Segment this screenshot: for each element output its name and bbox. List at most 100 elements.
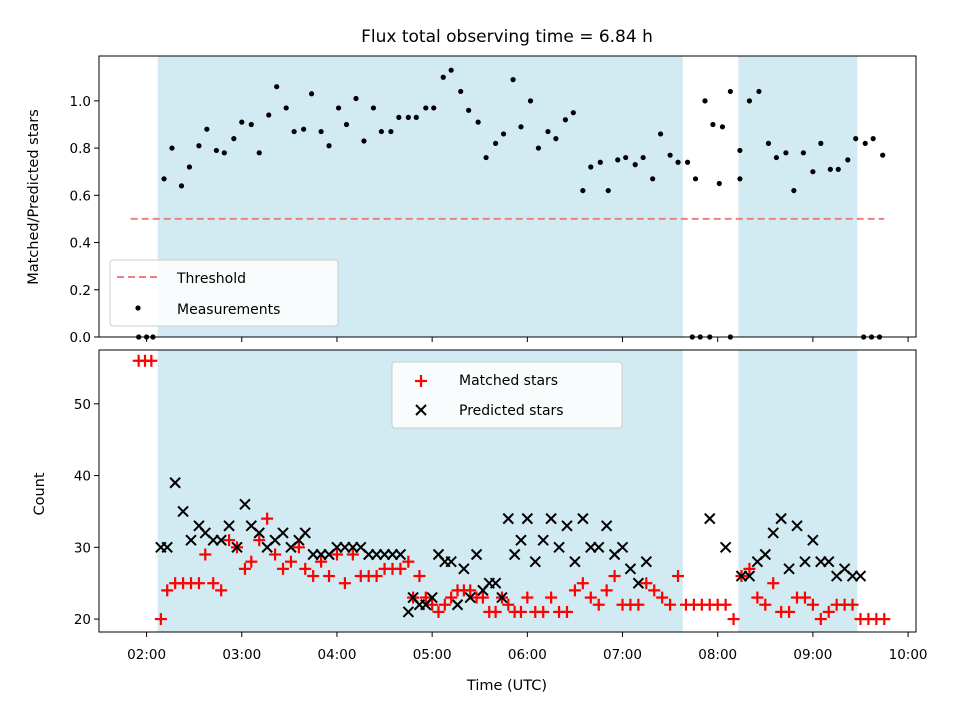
measurement-point	[692, 176, 699, 182]
predicted-star-point	[253, 527, 265, 539]
y-tick-label: 0.0	[70, 330, 91, 346]
matched-star-point	[489, 605, 502, 618]
matched-star-point	[592, 598, 605, 611]
predicted-star-point	[451, 599, 464, 611]
measurement-point	[423, 105, 429, 111]
y-tick-label: 40	[74, 469, 91, 485]
y-tick-label: 20	[74, 612, 91, 628]
measurement-point	[169, 145, 175, 151]
y-tick-label: 0.2	[70, 283, 91, 299]
observing-window-1	[738, 56, 858, 337]
predicted-star-point	[569, 555, 581, 568]
measurement-point	[448, 67, 454, 73]
measurement-point	[500, 131, 507, 137]
predicted-star-point	[577, 512, 589, 525]
measurement-point	[248, 121, 254, 128]
predicted-star-point	[704, 512, 716, 525]
measurement-point	[231, 136, 237, 142]
measurement-point	[570, 110, 576, 116]
matched-star-point	[161, 584, 174, 597]
predicted-star-point	[185, 534, 197, 546]
measurement-point	[308, 91, 315, 97]
top-y-axis-label: Matched/Predicted stars	[26, 109, 42, 285]
measurement-point	[388, 128, 394, 135]
measurement-point	[274, 84, 280, 90]
matched-star-point	[394, 562, 407, 575]
measurement-point	[835, 166, 841, 172]
measurement-point	[458, 88, 464, 95]
matched-star-point	[521, 591, 534, 604]
measurement-point	[800, 150, 806, 156]
measurement-point	[545, 128, 551, 135]
measurement-point	[510, 77, 516, 83]
bottom-x-ticks: 02:00 03:00 04:00 05:00 06:00 07:00 08:00 09:00…	[127, 632, 928, 663]
predicted-stars-points	[155, 477, 867, 618]
y-tick-label: 0.8	[70, 141, 91, 157]
measurement-point	[221, 150, 227, 156]
matched-star-point	[514, 605, 527, 618]
measurement-point	[343, 121, 350, 128]
measurement-point	[597, 159, 603, 165]
predicted-star-point	[502, 512, 515, 525]
predicted-star-point	[223, 520, 235, 532]
measurement-point	[783, 150, 789, 156]
measurement-point	[475, 119, 481, 125]
measurement-point	[562, 117, 569, 123]
predicted-star-point	[854, 570, 867, 582]
measurement-point	[746, 98, 753, 104]
matched-star-point	[315, 555, 328, 568]
bottom-legend: Matched stars Predicted stars	[391, 361, 623, 429]
measurement-point	[196, 143, 202, 149]
predicted-star-point	[470, 548, 483, 561]
measurement-point	[405, 114, 411, 120]
measurement-point	[818, 140, 824, 146]
matched-star-point	[154, 613, 167, 626]
x-tick-label: 05:00	[413, 647, 452, 663]
measurement-point	[675, 159, 681, 165]
measurement-point	[632, 162, 638, 168]
predicted-star-point	[402, 606, 415, 618]
matched-star-point	[402, 555, 415, 568]
top-panel: 0.0 0.2 0.4 0.6 0.8 1.0 Matched/Predicted sta…	[26, 55, 917, 346]
measurement-point	[518, 124, 524, 130]
measurement-point	[186, 164, 193, 170]
matched-star-point	[608, 570, 621, 583]
matched-star-point	[822, 605, 835, 618]
measurement-point	[667, 152, 673, 158]
matched-star-point	[568, 584, 581, 597]
measurement-point	[178, 183, 185, 189]
legend-measurements-label: Measurements	[177, 302, 280, 318]
matched-star-point	[307, 570, 320, 583]
measurement-point	[204, 126, 210, 132]
measurement-point	[719, 124, 726, 130]
predicted-star-point	[426, 591, 438, 604]
matched-star-point	[419, 591, 432, 604]
y-tick-label: 0.6	[70, 188, 91, 204]
matched-star-point	[238, 562, 251, 575]
measurement-point	[161, 176, 167, 182]
x-tick-label: 10:00	[889, 647, 928, 663]
measurement-point	[213, 147, 219, 154]
legend-matched-label: Matched stars	[459, 373, 558, 389]
measurement-point	[291, 128, 297, 135]
matched-star-point	[814, 613, 827, 626]
matched-star-point	[584, 591, 597, 604]
x-tick-label: 03:00	[222, 647, 261, 663]
matched-star-point	[672, 570, 685, 583]
matched-star-point	[719, 598, 732, 611]
matched-star-point	[767, 577, 780, 590]
observing-window-1	[738, 350, 858, 632]
measurement-point	[318, 128, 324, 135]
matched-star-point	[284, 555, 297, 568]
measurement-point	[335, 105, 342, 111]
measurement-point	[650, 176, 656, 182]
matched-star-point	[215, 584, 228, 597]
matched-star-point	[299, 562, 312, 575]
matched-star-point	[145, 354, 158, 367]
y-tick-label: 0.4	[70, 236, 91, 252]
measurement-point	[283, 105, 289, 111]
matched-star-point	[261, 512, 274, 525]
measurement-point	[702, 98, 708, 104]
